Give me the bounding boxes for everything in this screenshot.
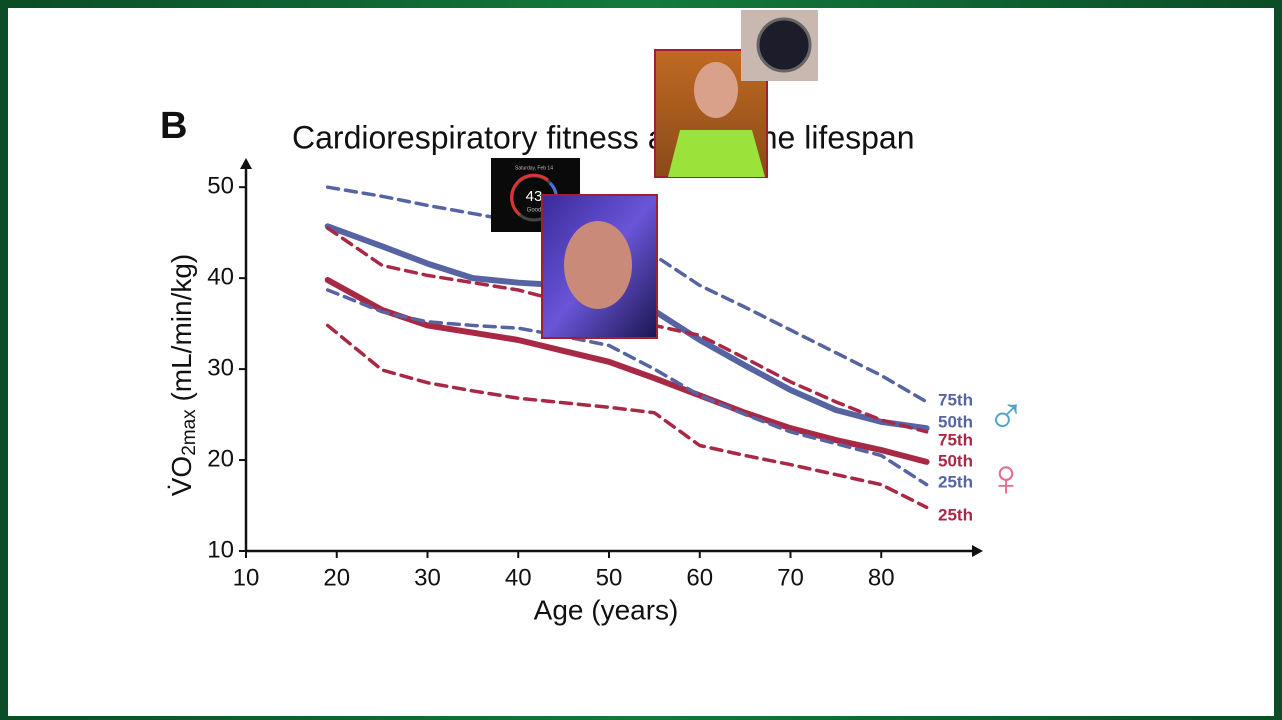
x-tick-label: 40 <box>505 564 532 591</box>
x-tick-label: 70 <box>777 564 804 591</box>
x-axis-arrow <box>972 545 983 557</box>
y-label-sub: 2max <box>179 409 200 456</box>
series-label: 25th <box>938 472 973 491</box>
x-tick-label: 10 <box>233 564 260 591</box>
plot: 10 20 30 40 50 60 70 80102030405075th50th75th50… <box>207 158 1026 591</box>
x-tick-label: 30 <box>414 564 441 591</box>
series-label: 75th <box>938 430 973 449</box>
x-tick-label: 60 <box>686 564 713 591</box>
watch-face <box>756 17 812 73</box>
watch-date: Saturday, Feb 14 <box>515 165 553 171</box>
series-label: 75th <box>938 390 973 409</box>
x-tick-label: 80 <box>868 564 895 591</box>
y-tick-label: 50 <box>207 173 234 200</box>
series-label: 25th <box>938 505 973 524</box>
male-symbol: ♂ <box>987 388 1026 446</box>
y-axis-arrow <box>240 158 252 169</box>
dashed-line <box>325 323 929 510</box>
x-tick-label: 50 <box>596 564 623 591</box>
y-axis-label: V̇O2max (mL/min/kg) <box>166 254 200 497</box>
dashed-line <box>325 288 929 487</box>
chart-title: Cardiorespiratory fitness across the lif… <box>292 119 915 155</box>
face <box>694 62 738 118</box>
panel-label: B <box>160 105 187 147</box>
shirt <box>668 130 765 177</box>
y-tick-label: 40 <box>207 263 234 290</box>
series-label: 50th <box>938 451 973 470</box>
female-symbol: ♀ <box>987 450 1026 508</box>
y-label-unit: (mL/min/kg) <box>166 254 197 410</box>
watch-status: Good <box>527 208 542 214</box>
gauge-arc <box>510 173 549 217</box>
y-tick-label: 30 <box>207 354 234 381</box>
y-label-main: V̇O <box>166 456 197 496</box>
x-tick-label: 20 <box>323 564 350 591</box>
y-tick-label: 10 <box>207 536 234 563</box>
video-overlays: 43 Good Saturday, Feb 14 <box>491 10 818 339</box>
watch-value: 43 <box>526 188 543 205</box>
dashed-line <box>325 226 929 434</box>
y-tick-label: 20 <box>207 445 234 472</box>
x-axis-label: Age (years) <box>534 594 679 625</box>
series-label: 50th <box>938 412 973 431</box>
face <box>564 221 632 309</box>
line <box>324 276 930 465</box>
